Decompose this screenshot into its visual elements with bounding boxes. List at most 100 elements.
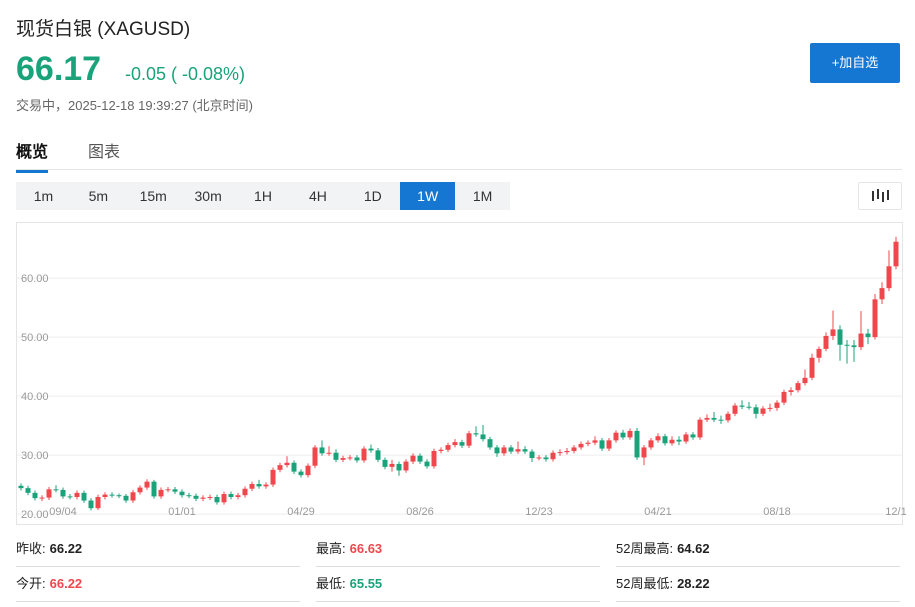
- candle-body: [508, 447, 514, 452]
- chart-type-button[interactable]: [858, 182, 902, 210]
- candle-body: [585, 442, 591, 444]
- divider: [16, 169, 902, 170]
- candle-body: [718, 419, 724, 421]
- candle-body: [893, 241, 899, 267]
- candle-body: [844, 344, 850, 346]
- trade-status: 交易中，2025-12-18 19:39:27 (北京时间): [16, 98, 253, 113]
- interval-button[interactable]: 30m: [194, 188, 222, 204]
- candle-body: [662, 436, 668, 444]
- stat-label: 最高:: [316, 541, 346, 556]
- candle-body: [634, 430, 640, 458]
- interval-button[interactable]: 1m: [33, 188, 54, 204]
- candle-body: [347, 457, 353, 459]
- candle-body: [501, 447, 507, 454]
- candle-body: [137, 487, 143, 493]
- candle-body: [39, 497, 45, 499]
- candle-body: [123, 495, 129, 501]
- interval-bar: 1m 5m 15m 30m 1H 4H 1D 1W 1M: [16, 182, 510, 210]
- stat-item: 52周最低: 28.22: [616, 567, 900, 602]
- candle-body: [571, 447, 577, 451]
- x-tick-label: 12/23: [525, 506, 553, 518]
- candle-body: [179, 491, 185, 496]
- candle-body: [158, 489, 164, 497]
- x-tick-label: 08/18: [763, 506, 791, 518]
- candle-body: [557, 452, 563, 454]
- candle-body: [403, 461, 409, 471]
- interval-button[interactable]: 1M: [472, 188, 493, 204]
- candle-body: [326, 452, 332, 454]
- candle-body: [886, 266, 892, 289]
- stat-value: 28.22: [677, 576, 710, 591]
- candle-body: [130, 492, 136, 501]
- candle-body: [144, 481, 150, 488]
- candle-body: [704, 417, 710, 420]
- stat-item: 最高: 66.63: [316, 532, 600, 567]
- candle-body: [368, 448, 374, 451]
- x-tick-label: 01/01: [168, 506, 196, 518]
- candle-body: [676, 439, 682, 442]
- last-price: 66.17: [16, 50, 102, 88]
- interval-button[interactable]: 4H: [308, 188, 327, 204]
- candle-body: [165, 489, 171, 491]
- candle-body: [865, 333, 871, 338]
- interval-button[interactable]: 1D: [363, 188, 382, 204]
- candle-body: [802, 377, 808, 384]
- interval-button[interactable]: 1H: [254, 188, 272, 204]
- candle-body: [816, 348, 822, 358]
- candle-body: [228, 494, 234, 497]
- x-tick-label: 04/21: [644, 506, 672, 518]
- stat-value: 65.55: [349, 576, 383, 591]
- candle-body: [613, 432, 619, 441]
- candle-body: [732, 405, 738, 414]
- tab[interactable]: 概览: [16, 138, 49, 173]
- candle-body: [333, 452, 339, 460]
- interval-button[interactable]: 5m: [88, 188, 109, 204]
- instrument-title: 现货白银 (XAGUSD): [16, 19, 191, 40]
- candle-body: [760, 408, 766, 414]
- candle-body: [620, 432, 626, 438]
- candle-body: [830, 329, 836, 336]
- candle-body: [767, 407, 773, 409]
- y-tick-label: 50.00: [21, 332, 49, 344]
- candle-body: [319, 447, 325, 454]
- candle-body: [291, 462, 297, 472]
- add-watchlist-button[interactable]: +加自选: [810, 43, 900, 83]
- candle-body: [74, 492, 80, 497]
- stat-value: 66.22: [49, 576, 83, 591]
- tabs: 概览 图表: [16, 138, 160, 173]
- x-tick-label: 04/29: [287, 506, 315, 518]
- candle-body: [249, 484, 255, 489]
- candle-body: [739, 405, 745, 407]
- candle-body: [410, 455, 416, 462]
- candle-body: [207, 496, 213, 498]
- candle-body: [473, 433, 479, 435]
- candle-body: [25, 488, 31, 493]
- candle-body: [361, 448, 367, 461]
- candle-body: [235, 495, 241, 497]
- candle-body: [592, 440, 598, 443]
- candle-body: [67, 496, 73, 498]
- stat-label: 今开:: [16, 576, 46, 591]
- stat-item: 今开: 66.22: [16, 567, 300, 602]
- candle-body: [88, 500, 94, 509]
- candle-body: [284, 462, 290, 466]
- candle-body: [151, 481, 157, 497]
- y-tick-label: 30.00: [21, 450, 49, 462]
- candle-body: [774, 402, 780, 408]
- stat-value: 66.63: [349, 541, 383, 556]
- stat-label: 52周最高:: [616, 541, 674, 556]
- tab[interactable]: 图表: [88, 144, 121, 161]
- candle-body: [102, 494, 108, 497]
- interval-button[interactable]: 1W: [400, 182, 456, 210]
- y-tick-label: 60.00: [21, 273, 49, 285]
- candle-body: [186, 495, 192, 497]
- candle-body: [305, 465, 311, 476]
- candle-body: [431, 450, 437, 467]
- candle-body: [536, 457, 542, 459]
- candle-body: [81, 492, 87, 501]
- candle-body: [445, 445, 451, 450]
- y-tick-label: 40.00: [21, 391, 49, 403]
- candle-body: [851, 345, 857, 348]
- stat-item: 最低: 65.55: [316, 567, 600, 602]
- interval-button[interactable]: 15m: [139, 188, 167, 204]
